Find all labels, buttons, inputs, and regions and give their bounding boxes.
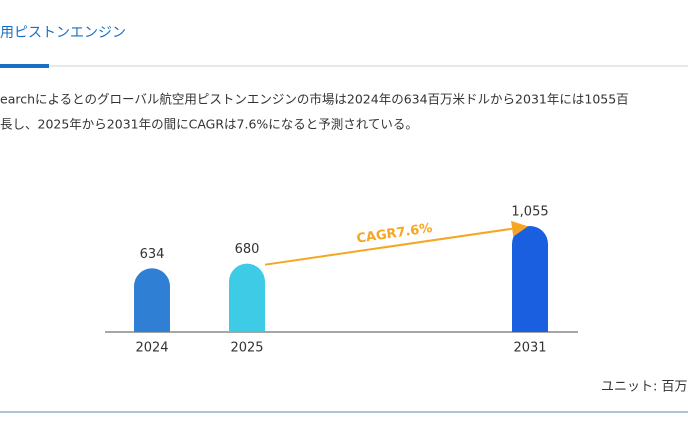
paragraph-line: earchによるとのグローバル航空用ピストンエンジンの市場は2024年の634百… (0, 92, 629, 107)
tab-underline (0, 64, 49, 68)
bar (512, 226, 548, 332)
value-label: 680 (235, 242, 260, 257)
bar (229, 263, 265, 332)
unit-label: ユニット: 百万 (601, 380, 688, 395)
x-tick-label: 2031 (513, 341, 546, 356)
x-tick-label: 2025 (230, 341, 263, 356)
value-label: 1,055 (511, 205, 548, 220)
tab-title: 用ピストンエンジン (0, 25, 126, 41)
paragraph-line: 長し、2025年から2031年の間にCAGRは7.6%になると予測されている。 (0, 117, 418, 132)
value-label: 634 (140, 247, 165, 262)
bar (134, 268, 170, 332)
x-tick-label: 2024 (135, 341, 168, 356)
cagr-arrow (264, 220, 528, 266)
